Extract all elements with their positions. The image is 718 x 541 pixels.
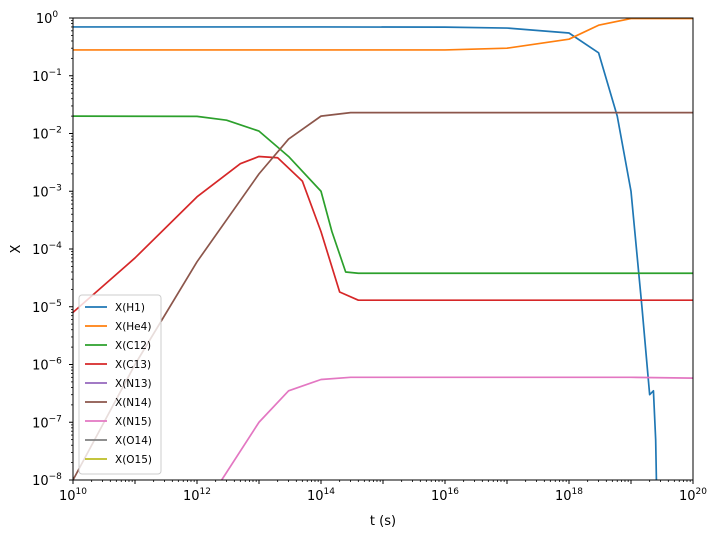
y-tick-label: 10−2 <box>32 126 62 143</box>
legend-label: X(H1) <box>115 302 145 314</box>
y-tick-label: 10−6 <box>32 357 62 374</box>
series-line-x-n14 <box>73 111 693 480</box>
legend-label: X(N14) <box>115 397 152 409</box>
x-tick-label: 1014 <box>307 487 335 504</box>
series-line-x-n15 <box>220 376 693 480</box>
y-tick-label: 10−8 <box>32 472 62 489</box>
x-axis-label: t (s) <box>370 514 396 529</box>
y-tick-label: 10−1 <box>32 68 62 85</box>
y-tick-label: 10−5 <box>32 299 62 316</box>
legend-label: X(N13) <box>115 378 152 390</box>
y-tick-label: 10−7 <box>32 414 62 431</box>
series-line-x-c13 <box>73 155 693 313</box>
y-tick-label: 100 <box>36 10 59 27</box>
x-tick-label: 1020 <box>679 487 707 504</box>
x-tick-label: 1016 <box>431 487 459 504</box>
legend-label: X(O14) <box>115 435 152 447</box>
legend-label: X(He4) <box>115 321 151 333</box>
plot-frame <box>72 17 694 481</box>
y-axis-ticks: 10−8 10−7 10−6 10−5 10−4 10−3 10−2 10−1 100 <box>32 10 73 489</box>
series-line-x-h1 <box>73 26 658 480</box>
series-line-x-he4 <box>73 18 693 51</box>
x-tick-label: 1010 <box>59 487 87 504</box>
legend: X(H1) X(He4) X(C12) X(C13) X(N13) X(N14) X(N15… <box>78 294 162 475</box>
series-line-x-c12 <box>73 115 693 275</box>
legend-box <box>78 294 162 475</box>
legend-label: X(N15) <box>115 416 152 428</box>
y-tick-label: 10−4 <box>32 241 62 258</box>
legend-label: X(O15) <box>115 454 152 466</box>
legend-label: X(C13) <box>115 359 151 371</box>
x-axis-ticks: 1010 1012 1014 1016 1018 1020 <box>59 480 707 504</box>
y-tick-label: 10−3 <box>32 183 62 200</box>
legend-label: X(C12) <box>115 340 151 352</box>
plot-lines <box>73 18 693 480</box>
y-axis-label: X <box>9 244 24 253</box>
x-tick-label: 1012 <box>183 487 211 504</box>
x-tick-label: 1018 <box>555 487 583 504</box>
